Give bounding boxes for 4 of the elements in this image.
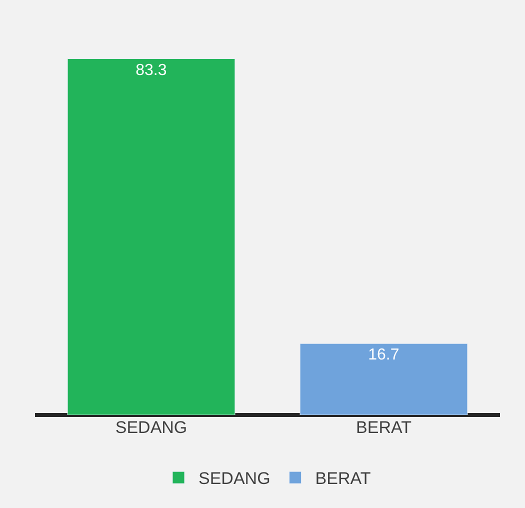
data-label: 83.3 <box>136 62 167 79</box>
legend-label: BERAT <box>315 469 371 488</box>
data-label: 16.7 <box>368 346 400 364</box>
legend-label: SEDANG <box>198 469 270 488</box>
